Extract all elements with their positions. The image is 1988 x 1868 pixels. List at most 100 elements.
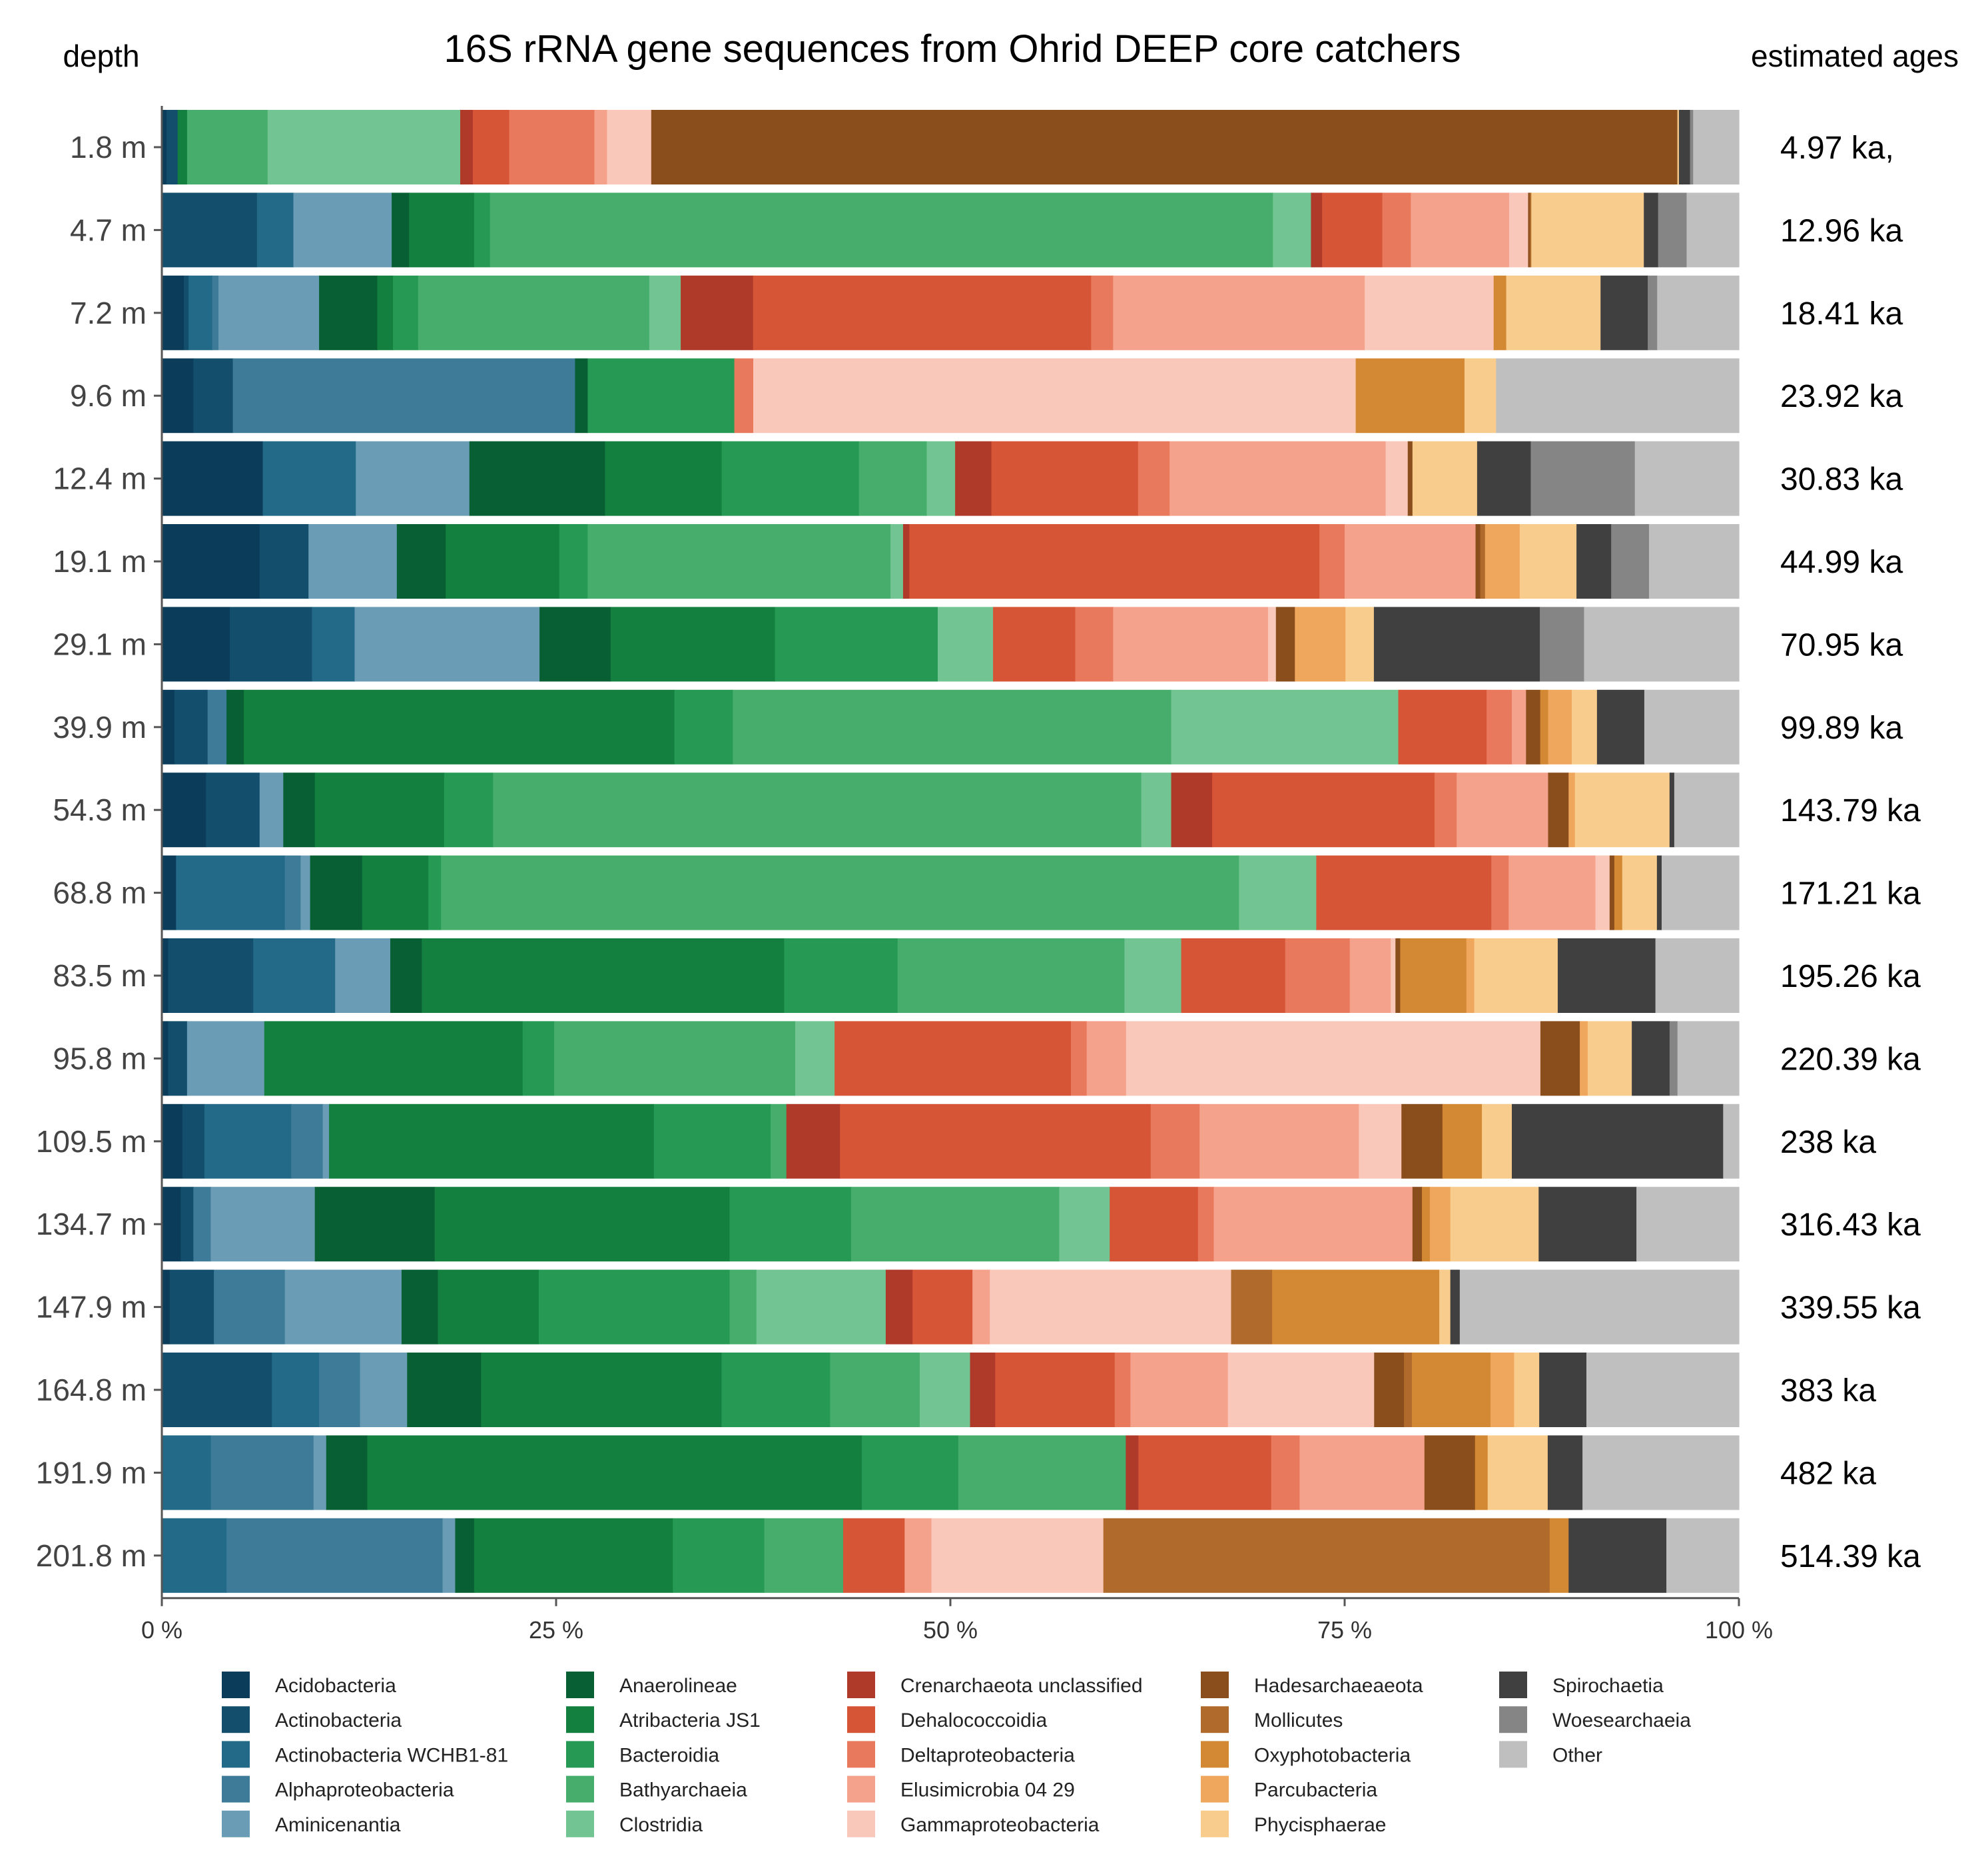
bar-segment-acidobacteria xyxy=(162,938,169,1013)
bar-segment-hadesarchaeaeota xyxy=(1526,689,1541,765)
bar-segment-other xyxy=(1657,275,1740,350)
bar-row-9-6-m xyxy=(162,358,1740,434)
bar-segment-other xyxy=(1649,524,1740,599)
chart-title: 16S rRNA gene sequences from Ohrid DEEP … xyxy=(444,27,1461,71)
bar-segment-gammaproteobacteria xyxy=(753,358,1357,434)
bar-segment-bacteroidia xyxy=(428,855,442,930)
age-label: 99.89 ka xyxy=(1780,711,1903,746)
depth-column-header: depth xyxy=(63,39,139,73)
depth-label: 147.9 m xyxy=(36,1290,147,1325)
legend-label: Mollicutes xyxy=(1254,1710,1343,1731)
bar-segment-atribacteria-js1 xyxy=(481,1353,723,1427)
legend-swatch xyxy=(1201,1741,1229,1768)
bar-segment-woesearchaeia xyxy=(1690,110,1694,184)
bar-row-164-8-m xyxy=(162,1353,1740,1427)
age-label: 44.99 ka xyxy=(1780,545,1903,580)
bar-segment-oxyphotobacteria xyxy=(1614,855,1623,930)
legend-swatch xyxy=(1499,1741,1527,1768)
bar-segment-actinobacteria xyxy=(206,773,260,848)
bar-segment-atribacteria-js1 xyxy=(610,607,776,682)
bar-segment-elusimicrobia-04-29 xyxy=(1299,1435,1425,1510)
legend: Acidobacteria Actinobacteria Actinobacteri… xyxy=(222,1672,1691,1837)
bar-segment-phycisphaerae xyxy=(1587,1021,1632,1096)
bar-segment-dehalococcoidia xyxy=(472,110,510,184)
bar-segment-acidobacteria xyxy=(162,1187,182,1262)
depth-label: 191.9 m xyxy=(36,1455,147,1490)
bar-segment-deltaproteobacteria xyxy=(1487,689,1512,765)
bar-segment-other xyxy=(1459,1269,1740,1345)
legend-swatch xyxy=(847,1741,875,1768)
legend-swatch xyxy=(222,1775,250,1803)
bar-segment-elusimicrobia-04-29 xyxy=(1130,1353,1229,1427)
bar-segment-deltaproteobacteria xyxy=(1285,938,1351,1013)
bar-segment-bathyarchaeia xyxy=(771,1103,787,1179)
legend-swatch xyxy=(1201,1672,1229,1698)
bar-segment-alphaproteobacteria xyxy=(291,1103,324,1179)
bar-segment-alphaproteobacteria xyxy=(284,855,301,930)
bar-segment-bathyarchaeia xyxy=(729,1269,757,1345)
bar-segment-elusimicrobia-04-29 xyxy=(1086,1021,1127,1096)
bar-segment-aminicenantia xyxy=(335,938,391,1013)
legend-label: Clostridia xyxy=(619,1814,703,1836)
legend-swatch xyxy=(1201,1810,1229,1837)
bar-segment-other xyxy=(1686,192,1740,268)
bar-segment-crenarchaeota-unclassified xyxy=(970,1353,996,1427)
legend-label: Woesearchaeia xyxy=(1552,1710,1691,1731)
bar-segment-gammaproteobacteria xyxy=(1391,938,1396,1013)
x-tick-label: 25 % xyxy=(529,1616,583,1644)
bar-segment-phycisphaerae xyxy=(1412,441,1478,516)
bar-segment-bacteroidia xyxy=(559,524,588,599)
bar-segment-gammaproteobacteria xyxy=(607,110,652,184)
bar-segment-woesearchaeia xyxy=(1658,192,1688,268)
depth-label: 29.1 m xyxy=(53,627,147,661)
depth-label: 54.3 m xyxy=(53,792,147,827)
bar-segment-actinobacteria xyxy=(162,1353,272,1427)
bar-segment-crenarchaeota-unclassified xyxy=(955,441,992,516)
age-label: 70.95 ka xyxy=(1780,627,1903,663)
depth-label: 1.8 m xyxy=(70,130,147,164)
bar-segment-bacteroidia xyxy=(474,192,491,268)
bar-segment-atribacteria-js1 xyxy=(438,1269,539,1345)
bar-segment-anaerolineae xyxy=(401,1269,438,1345)
bar-segment-dehalococcoidia xyxy=(1138,1435,1272,1510)
legend-swatch xyxy=(222,1810,250,1837)
bar-row-201-8-m xyxy=(162,1518,1740,1593)
bar-segment-oxyphotobacteria xyxy=(1549,1518,1569,1593)
age-label: 23.92 ka xyxy=(1780,379,1903,414)
bar-segment-hadesarchaeaeota xyxy=(1395,938,1401,1013)
bar-segment-clostridia xyxy=(1171,689,1399,765)
bar-segment-actinobacteria xyxy=(184,275,189,350)
age-label: 339.55 ka xyxy=(1780,1291,1921,1326)
bar-segment-acidobacteria xyxy=(162,689,175,765)
bar-segment-aminicenantia xyxy=(360,1353,408,1427)
bar-segment-deltaproteobacteria xyxy=(734,358,754,434)
bar-segment-alphaproteobacteria xyxy=(226,1518,444,1593)
bar-segment-deltaproteobacteria xyxy=(1271,1435,1300,1510)
depth-label: 68.8 m xyxy=(53,876,147,910)
bar-segment-phycisphaerae xyxy=(1571,689,1598,765)
bar-segment-bathyarchaeia xyxy=(587,524,891,599)
bar-row-68-8-m xyxy=(162,855,1740,930)
x-tick-label: 50 % xyxy=(923,1616,978,1644)
bar-segment-phycisphaerae xyxy=(1439,1269,1451,1345)
legend-label: Actinobacteria xyxy=(275,1710,402,1731)
bar-segment-oxyphotobacteria xyxy=(1411,1353,1491,1427)
bar-segment-atribacteria-js1 xyxy=(362,855,429,930)
bar-segment-atribacteria-js1 xyxy=(434,1187,731,1262)
bar-segment-anaerolineae xyxy=(310,855,363,930)
bar-segment-dehalococcoidia xyxy=(842,1518,905,1593)
bar-segment-other xyxy=(1661,855,1740,930)
bar-segment-bathyarchaeia xyxy=(958,1435,1126,1510)
bar-row-39-9-m xyxy=(162,689,1740,765)
bar-segment-woesearchaeia xyxy=(1530,441,1636,516)
legend-label: Bathyarchaeia xyxy=(619,1779,747,1801)
bar-segment-phycisphaerae xyxy=(1487,1435,1548,1510)
bar-segment-other xyxy=(1586,1353,1740,1427)
bar-segment-gammaproteobacteria xyxy=(1385,441,1409,516)
bar-segment-acidobacteria xyxy=(162,1269,170,1345)
bar-segment-hadesarchaeaeota xyxy=(1407,441,1413,516)
age-label: 18.41 ka xyxy=(1780,296,1903,332)
bar-segment-acidobacteria xyxy=(162,358,194,434)
bar-segment-acidobacteria xyxy=(162,1103,183,1179)
bar-segment-acidobacteria xyxy=(162,524,260,599)
